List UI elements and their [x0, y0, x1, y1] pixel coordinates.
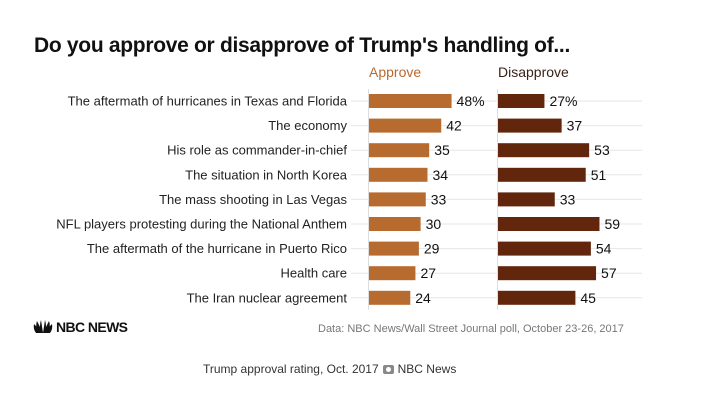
category-label: The aftermath of the hurricane in Puerto…	[87, 241, 347, 256]
value-label-disapprove: 27%	[549, 93, 577, 109]
value-label-disapprove: 51	[591, 167, 607, 183]
bar-disapprove	[498, 241, 591, 256]
value-label-approve: 29	[424, 241, 440, 257]
bar-disapprove	[498, 192, 555, 207]
value-label-disapprove: 53	[594, 142, 610, 158]
bar-disapprove	[498, 167, 586, 182]
category-label: His role as commander-in-chief	[167, 143, 347, 158]
category-label: The economy	[268, 118, 347, 133]
bar-approve	[369, 167, 428, 182]
value-label-approve: 34	[432, 167, 448, 183]
bars	[369, 94, 600, 305]
value-label-approve: 35	[434, 142, 450, 158]
bar-approve	[369, 192, 426, 207]
value-label-approve: 33	[431, 191, 447, 207]
bar-approve	[369, 241, 419, 256]
value-label-approve: 48%	[457, 93, 485, 109]
bar-disapprove	[498, 143, 590, 158]
category-label: The mass shooting in Las Vegas	[159, 192, 347, 207]
value-label-disapprove: 45	[580, 290, 596, 306]
bar-disapprove	[498, 290, 576, 305]
legend-disapprove: Disapprove	[498, 64, 569, 80]
legend-approve: Approve	[369, 64, 422, 80]
value-label-approve: 30	[426, 216, 442, 232]
bar-approve	[369, 94, 452, 108]
bar-disapprove	[498, 94, 545, 108]
category-label: Health care	[281, 266, 347, 281]
value-label-approve: 27	[420, 265, 436, 281]
bar-approve	[369, 217, 421, 231]
camera-icon	[382, 364, 394, 374]
bar-approve	[369, 143, 430, 158]
value-label-disapprove: 54	[596, 241, 612, 257]
value-label-approve: 24	[415, 290, 431, 306]
bar-disapprove	[498, 266, 597, 281]
data-source: Data: NBC News/Wall Street Journal poll,…	[318, 323, 624, 335]
value-label-approve: 42	[446, 118, 462, 134]
photo-credit: NBC News	[397, 362, 457, 376]
category-label: The Iran nuclear agreement	[187, 290, 348, 305]
category-label: The situation in North Korea	[185, 167, 348, 182]
chart-title: Do you approve or disapprove of Trump's …	[34, 34, 571, 57]
bar-disapprove	[498, 217, 600, 231]
caption-text: Trump approval rating, Oct. 2017	[203, 362, 379, 376]
value-label-disapprove: 57	[601, 265, 617, 281]
peacock-icon	[33, 320, 53, 333]
nbc-news-logo: NBC NEWS	[32, 319, 128, 335]
image-caption: Trump approval rating, Oct. 2017 NBC New…	[203, 362, 456, 376]
value-label-disapprove: 33	[560, 191, 576, 207]
value-label-disapprove: 59	[604, 216, 620, 232]
value-label-disapprove: 37	[567, 118, 583, 134]
bar-approve	[369, 118, 442, 133]
bar-approve	[369, 290, 411, 305]
logo-text: NBC NEWS	[56, 319, 128, 335]
category-label: NFL players protesting during the Nation…	[56, 217, 347, 232]
labels: The aftermath of hurricanes in Texas and…	[56, 93, 620, 306]
bar-approve	[369, 266, 416, 281]
category-label: The aftermath of hurricanes in Texas and…	[68, 94, 348, 109]
bar-disapprove	[498, 118, 562, 133]
